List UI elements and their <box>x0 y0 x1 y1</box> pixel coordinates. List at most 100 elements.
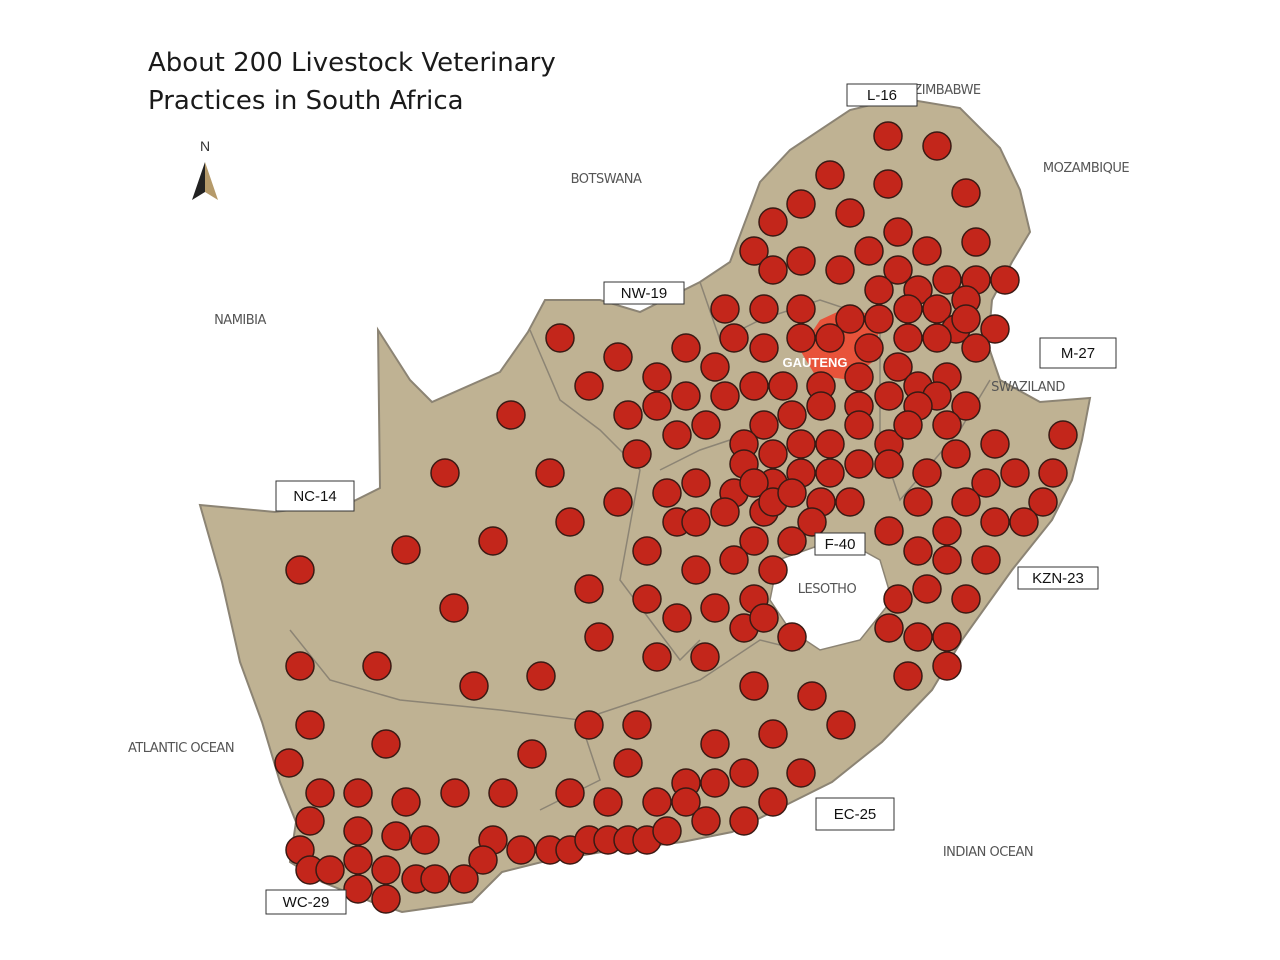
practice-dot <box>459 671 489 701</box>
practice-dot <box>343 778 373 808</box>
practice-dot <box>874 516 904 546</box>
practice-dot <box>343 816 373 846</box>
practice-dot <box>951 304 981 334</box>
practice-dot <box>826 710 856 740</box>
place-label: LESOTHO <box>798 582 857 597</box>
practice-dot <box>844 362 874 392</box>
practice-dot <box>574 371 604 401</box>
practice-dot <box>777 478 807 508</box>
practice-dot <box>797 507 827 537</box>
practice-dot <box>932 651 962 681</box>
compass-label: N <box>200 138 210 154</box>
practice-dot <box>932 622 962 652</box>
practice-dot <box>391 787 421 817</box>
province-label: NW-19 <box>621 285 667 302</box>
practice-dot <box>1000 458 1030 488</box>
province-label: WC-29 <box>283 894 330 911</box>
practice-dot <box>478 526 508 556</box>
practice-dot <box>285 555 315 585</box>
practice-dot <box>835 487 865 517</box>
practice-dot <box>932 516 962 546</box>
practice-dot <box>671 381 701 411</box>
practice-dot <box>274 748 304 778</box>
practice-dot <box>806 391 836 421</box>
practice-dot <box>496 400 526 430</box>
practice-dot <box>749 410 779 440</box>
practice-dot <box>642 391 672 421</box>
practice-dot <box>903 536 933 566</box>
practice-dot <box>758 787 788 817</box>
practice-dot <box>883 255 913 285</box>
province-box <box>1017 566 1099 590</box>
practice-dot <box>700 593 730 623</box>
place-label: MOZAMBIQUE <box>1043 161 1129 176</box>
practice-dot <box>786 294 816 324</box>
practice-dot <box>922 323 952 353</box>
practice-dot <box>1038 458 1068 488</box>
practice-dot <box>815 160 845 190</box>
practice-dot <box>295 806 325 836</box>
practice-dot <box>749 333 779 363</box>
practice-dot <box>343 845 373 875</box>
practice-dot <box>622 439 652 469</box>
practice-dot <box>912 236 942 266</box>
practice-dot <box>758 207 788 237</box>
practice-dot <box>439 593 469 623</box>
province-labels: L-16 NW-19 M-27 NC-14 F-40 KZN-23 EC-25 WC-29 <box>265 83 1117 915</box>
practice-dot <box>526 661 556 691</box>
practice-dot <box>749 603 779 633</box>
practice-dot <box>710 294 740 324</box>
province-box <box>275 480 355 512</box>
practice-dot <box>488 778 518 808</box>
practice-dot <box>662 420 692 450</box>
practice-dot <box>371 855 401 885</box>
practice-dot <box>777 400 807 430</box>
practice-dot <box>440 778 470 808</box>
practice-dot <box>506 835 536 865</box>
practice-dot <box>739 526 769 556</box>
practice-dot <box>874 449 904 479</box>
practice-dot <box>603 487 633 517</box>
practice-dot <box>652 478 682 508</box>
title: Practices in South Africa <box>148 86 464 116</box>
title: About 200 Livestock Veterinary <box>148 48 556 78</box>
practice-dot <box>893 294 923 324</box>
practice-dot <box>391 535 421 565</box>
practice-dot <box>681 555 711 585</box>
province-box <box>846 83 918 107</box>
practice-dot <box>883 217 913 247</box>
practice-dot <box>893 323 923 353</box>
practice-dot <box>642 787 672 817</box>
practice-dot <box>449 864 479 894</box>
practice-dot <box>951 178 981 208</box>
place-label: GAUTENG <box>783 355 848 370</box>
practice-dot <box>922 131 952 161</box>
practice-dot <box>535 458 565 488</box>
practice-dot <box>700 768 730 798</box>
practice-dot <box>410 825 440 855</box>
practice-dot <box>574 710 604 740</box>
practice-dot <box>971 545 1001 575</box>
compass-arrow <box>192 162 205 200</box>
place-label: INDIAN OCEAN <box>943 845 1033 860</box>
practice-dot <box>371 729 401 759</box>
practice-dot <box>873 121 903 151</box>
practice-dot <box>961 333 991 363</box>
practice-dot <box>815 458 845 488</box>
practice-dot <box>632 536 662 566</box>
practice-dot <box>632 584 662 614</box>
province-label: F-40 <box>825 536 856 553</box>
practice-dot <box>613 748 643 778</box>
practice-dot <box>912 574 942 604</box>
practice-dot <box>517 739 547 769</box>
province-box <box>1039 337 1117 369</box>
practice-dot <box>739 468 769 498</box>
practice-dot <box>545 323 575 353</box>
practice-dot <box>777 526 807 556</box>
practice-dot <box>671 787 701 817</box>
practice-dot <box>786 246 816 276</box>
practice-dot <box>758 719 788 749</box>
practice-dot <box>758 555 788 585</box>
practice-dot <box>739 671 769 701</box>
